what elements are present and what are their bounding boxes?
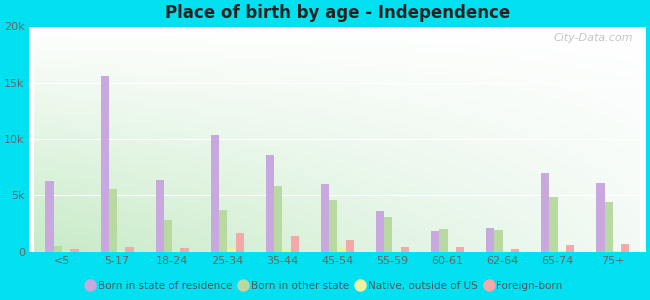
Title: Place of birth by age - Independence: Place of birth by age - Independence: [164, 4, 510, 22]
Bar: [101, 76, 109, 252]
Bar: [125, 247, 134, 252]
Bar: [549, 196, 558, 252]
Bar: [282, 249, 291, 252]
Legend: Born in state of residence, Born in other state, Native, outside of US, Foreign-: Born in state of residence, Born in othe…: [83, 276, 567, 295]
Bar: [219, 210, 227, 252]
Bar: [164, 220, 172, 252]
Text: City-Data.com: City-Data.com: [554, 33, 634, 43]
Bar: [211, 135, 219, 252]
Bar: [401, 247, 409, 252]
Bar: [291, 236, 299, 252]
Bar: [621, 244, 629, 252]
Bar: [541, 173, 549, 252]
Bar: [274, 186, 282, 252]
Bar: [117, 250, 125, 252]
Bar: [613, 250, 621, 252]
Bar: [431, 231, 439, 252]
Bar: [46, 181, 54, 252]
Bar: [558, 250, 566, 252]
Bar: [486, 228, 495, 252]
Bar: [456, 247, 464, 252]
Bar: [109, 189, 117, 252]
Bar: [321, 184, 329, 252]
Bar: [393, 250, 401, 252]
Bar: [337, 247, 346, 252]
Bar: [566, 245, 574, 252]
Bar: [604, 202, 613, 252]
Bar: [384, 217, 393, 252]
Bar: [596, 183, 605, 252]
Bar: [266, 155, 274, 252]
Bar: [181, 248, 188, 252]
Bar: [376, 211, 384, 252]
Bar: [235, 232, 244, 252]
Bar: [511, 249, 519, 252]
Bar: [495, 230, 502, 252]
Bar: [227, 248, 235, 252]
Bar: [172, 250, 181, 252]
Bar: [502, 250, 511, 252]
Bar: [448, 250, 456, 252]
Bar: [329, 200, 337, 252]
Bar: [346, 240, 354, 252]
Bar: [439, 229, 448, 252]
Bar: [155, 180, 164, 252]
Bar: [54, 246, 62, 252]
Bar: [70, 249, 79, 252]
Bar: [62, 250, 70, 252]
